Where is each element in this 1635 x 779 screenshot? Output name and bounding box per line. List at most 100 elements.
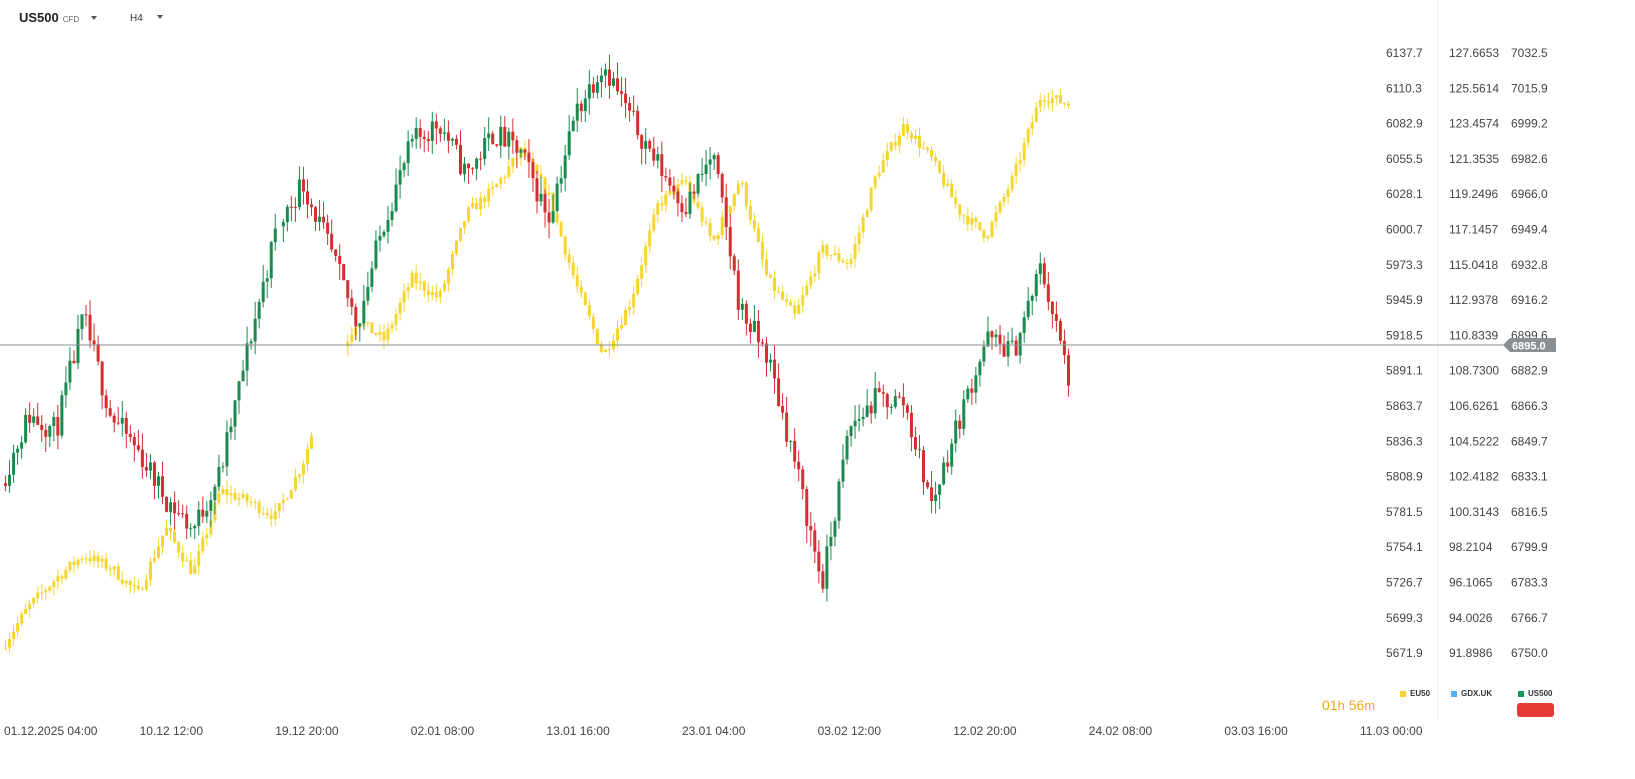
eu50-candle	[253, 498, 257, 510]
eu50-candle	[781, 284, 785, 302]
up-candle	[386, 206, 390, 244]
down-candle	[136, 429, 140, 453]
up-candle	[587, 69, 591, 115]
legend-item-us500[interactable]: US500	[1518, 689, 1552, 698]
axis-tick-label: 104.5222	[1449, 434, 1499, 448]
eu50-candle	[962, 213, 966, 224]
symbol-selector[interactable]: US500 CFD	[19, 10, 98, 25]
eu50-candle	[52, 578, 56, 596]
down-candle	[664, 167, 668, 182]
axis-tick-label: 91.8986	[1449, 646, 1493, 660]
timeframe-selector[interactable]: H4	[130, 13, 163, 24]
down-candle	[628, 96, 632, 122]
eu50-candle	[664, 190, 668, 213]
axis-tick-label: 106.6261	[1449, 399, 1499, 413]
eu50-candle	[72, 555, 76, 574]
legend-label: GDX.UK	[1461, 689, 1493, 698]
up-candle	[688, 182, 692, 219]
up-candle	[221, 462, 225, 473]
eu50-candle	[370, 322, 374, 334]
up-candle	[1022, 311, 1026, 343]
eu50-candle	[390, 320, 394, 333]
axis-tick-label: 115.0418	[1449, 258, 1498, 272]
up-candle	[712, 152, 716, 170]
down-candle	[660, 141, 664, 193]
us500-price-axis[interactable]: 7032.5 7015.9 6999.2 6982.6 6966.0 6949.4 6932…	[1511, 46, 1548, 660]
eu50-candle	[777, 286, 781, 295]
eu50-candle	[471, 196, 475, 209]
eu50-candle	[503, 174, 507, 184]
down-candle	[314, 205, 318, 231]
up-candle	[217, 454, 221, 491]
axis-tick-label: 5863.7	[1386, 399, 1423, 413]
down-candle	[817, 540, 821, 584]
down-candle	[161, 461, 165, 505]
down-candle	[917, 434, 921, 459]
up-candle	[499, 115, 503, 158]
down-candle	[684, 198, 688, 218]
eu50-candle	[16, 616, 20, 638]
down-candle	[84, 304, 88, 327]
eu50-candle	[507, 159, 511, 179]
eu50-candle	[628, 300, 632, 317]
axis-tick-label: 102.4182	[1449, 470, 1499, 484]
down-candle	[797, 450, 801, 482]
axis-tick-label: 6982.6	[1511, 152, 1548, 166]
down-candle	[748, 318, 752, 344]
up-candle	[519, 148, 523, 158]
up-candle	[378, 225, 382, 252]
up-candle	[551, 194, 555, 224]
eu50-candle	[575, 266, 579, 294]
axis-tick-label: 5754.1	[1386, 540, 1423, 554]
down-candle	[877, 381, 881, 393]
up-candle	[197, 501, 201, 536]
down-candle	[177, 500, 181, 517]
eu50-candle	[24, 602, 28, 615]
axis-tick-label: 127.6653	[1449, 46, 1499, 60]
down-candle	[28, 402, 32, 433]
up-candle	[1006, 332, 1010, 367]
eu50-candle	[591, 312, 595, 334]
eu50-candle	[982, 229, 986, 243]
axis-tick-label: 5808.9	[1386, 470, 1423, 484]
eu50-candle	[197, 543, 201, 575]
down-candle	[185, 505, 189, 540]
eu50-candle	[128, 579, 132, 594]
up-candle	[583, 90, 587, 122]
legend-item-gdx[interactable]: GDX.UK	[1451, 689, 1492, 698]
down-candle	[905, 403, 909, 421]
eu50-candle	[555, 212, 559, 226]
down-candle	[342, 263, 346, 281]
legend-swatch-eu50	[1400, 690, 1406, 697]
up-candle	[32, 408, 36, 427]
up-candle	[1018, 331, 1022, 364]
eu50-candle	[100, 555, 104, 569]
time-axis[interactable]: 01.12.2025 04:00 10.12 12:00 19.12 20:00 02…	[4, 724, 1423, 738]
up-candle	[555, 176, 559, 213]
axis-tick-label: 94.0026	[1449, 611, 1493, 625]
eu50-candle	[801, 286, 805, 313]
eu50-candle	[281, 493, 285, 512]
axis-tick-label: 6783.3	[1511, 576, 1548, 590]
eu50-candle	[410, 269, 414, 288]
up-candle	[463, 157, 467, 182]
eu50-candle	[744, 181, 748, 210]
axis-tick-label: 6799.9	[1511, 540, 1548, 554]
eu50-candle	[841, 258, 845, 264]
eu50-candle	[1034, 101, 1038, 123]
eu50-candle	[249, 496, 253, 508]
legend-item-eu50[interactable]: EU50	[1400, 689, 1430, 698]
down-candle	[326, 214, 330, 245]
down-candle	[926, 479, 930, 490]
eu50-candle	[603, 348, 607, 353]
sell-alert-button[interactable]	[1517, 703, 1554, 717]
down-candle	[579, 100, 583, 123]
down-candle	[922, 446, 926, 495]
down-candle	[946, 450, 950, 473]
down-candle	[56, 404, 60, 450]
eu50-candle	[760, 235, 764, 268]
up-candle	[430, 111, 434, 155]
eu50-candle	[32, 596, 36, 609]
down-candle	[289, 195, 293, 222]
